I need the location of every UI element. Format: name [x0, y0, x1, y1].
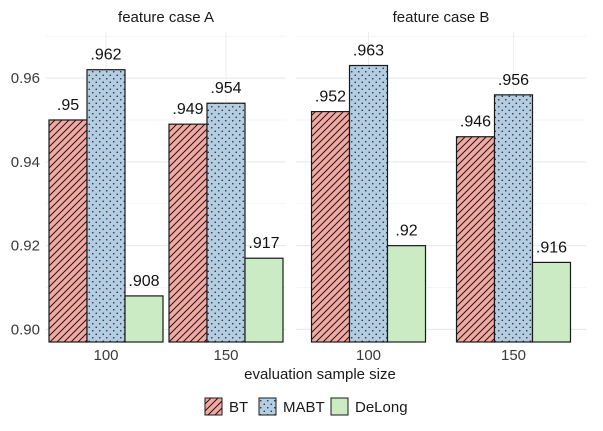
y-tick-label: 0.92 — [11, 238, 40, 255]
x-tick-label: 100 — [93, 347, 118, 364]
bar-value-label: .95 — [57, 97, 79, 114]
legend-swatch-mabt — [258, 397, 277, 416]
bar-value-label: .916 — [536, 239, 567, 256]
bar-bt — [455, 136, 496, 343]
legend-swatch-bt — [204, 397, 223, 416]
bar-bt — [48, 119, 88, 343]
bar-value-label: .917 — [248, 235, 279, 252]
bar-delong — [124, 295, 164, 343]
bar-value-label: .954 — [210, 80, 241, 97]
y-tick-label: 0.90 — [11, 321, 40, 338]
bar-value-label: .949 — [172, 101, 203, 118]
legend-label: BT — [229, 399, 248, 416]
bar-bt — [168, 123, 208, 343]
facet-title: feature case B — [393, 9, 490, 26]
y-tick-label: 0.96 — [11, 70, 40, 87]
bar-mabt — [348, 64, 389, 343]
bar-value-label: .956 — [498, 72, 529, 89]
x-tick-label: 150 — [213, 347, 238, 364]
facet-title: feature case A — [118, 9, 214, 26]
bar-mabt — [493, 94, 534, 343]
y-tick-label: 0.94 — [11, 154, 40, 171]
bar-value-label: .952 — [315, 89, 346, 106]
bar-value-label: .963 — [353, 43, 384, 60]
x-axis-label: evaluation sample size — [244, 366, 396, 383]
bar-mabt — [206, 102, 246, 343]
x-tick-label: 150 — [501, 347, 526, 364]
legend-label: MABT — [283, 399, 325, 416]
bar-bt — [310, 110, 351, 343]
bar-delong — [244, 257, 284, 343]
legend-swatch-delong — [330, 397, 349, 416]
bar-delong — [531, 261, 572, 343]
bar-value-label: .908 — [128, 273, 159, 290]
bar-mabt — [86, 69, 126, 343]
bar-value-label: .946 — [460, 114, 491, 131]
bar-value-label: .962 — [90, 47, 121, 64]
bar-value-label: .92 — [395, 223, 417, 240]
legend-label: DeLong — [355, 399, 408, 416]
x-tick-label: 100 — [356, 347, 381, 364]
bar-delong — [386, 245, 427, 343]
